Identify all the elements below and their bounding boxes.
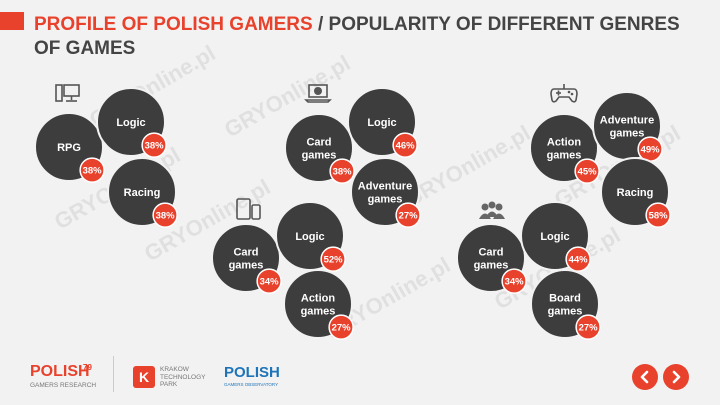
- bubble-label: Card games: [229, 247, 264, 272]
- watermark-text: GRYOnline.pl: [400, 120, 535, 212]
- percent-label: 44%: [569, 255, 589, 266]
- next-slide-button[interactable]: [663, 364, 689, 390]
- bubble-label: Logic: [295, 231, 324, 243]
- percent-badge: [328, 314, 354, 340]
- bubble-label: RPG: [57, 142, 81, 154]
- percent-label: 38%: [83, 166, 103, 177]
- people-icon: [479, 201, 505, 219]
- genre-bubble: Adventure games 27%: [350, 157, 421, 228]
- previous-slide-button[interactable]: [632, 364, 658, 390]
- bubble-group: Card games 34% Logic 52% Action games 27%: [211, 198, 354, 340]
- bubble-label: Card games: [474, 247, 509, 272]
- bubble-group: RPG 38% Logic 38% Racing 38%: [34, 84, 178, 228]
- percent-label: 27%: [332, 323, 352, 334]
- percent-badge: [501, 268, 527, 294]
- krakow-technology-park-logo: K KRAKOW TECHNOLOGY PARK: [133, 364, 218, 392]
- percent-badge: [256, 268, 282, 294]
- genre-bubble: Action games 45%: [529, 113, 600, 184]
- percent-label: 38%: [145, 141, 165, 152]
- percent-label: 27%: [399, 211, 419, 222]
- genre-bubble: Logic 38%: [96, 87, 167, 158]
- logo-polish79-sub: GAMERS RESEARCH: [30, 382, 97, 389]
- genre-bubble: Card games 34%: [456, 223, 527, 294]
- percent-badge: [320, 246, 346, 272]
- bubble-label: Action games: [547, 137, 582, 162]
- bubble-label: Board games: [548, 293, 583, 318]
- genre-bubble: Logic 44%: [520, 201, 591, 272]
- logo-pgo-sub: GAMERS OBSERVATORY: [224, 382, 279, 387]
- chevron-right-icon: [672, 370, 681, 384]
- logo-polish79-main: POLISH: [30, 363, 90, 380]
- bubble-group: Action games 45% Adventure games 49% Racing 58%: [529, 84, 671, 228]
- bubble-group: Card games 34% Logic 44% Board games 27%: [456, 201, 601, 340]
- logo-polish79-sup: 79: [83, 363, 92, 372]
- bubble-label: Adventure games: [600, 115, 654, 140]
- genre-bubble: Action games 27%: [283, 269, 354, 340]
- genre-bubble: Adventure games 49%: [592, 91, 663, 162]
- desktop-computer-icon: [55, 84, 80, 102]
- genre-bubble: Logic 46%: [347, 87, 418, 158]
- percent-badge: [329, 158, 355, 184]
- genre-bubble: Board games 27%: [530, 269, 601, 340]
- bubble-label: Logic: [367, 117, 396, 129]
- bubble-group: Card games 38% Logic 46% Adventure games 27%: [284, 84, 421, 228]
- bubble-label: Racing: [617, 187, 654, 199]
- percent-label: 46%: [396, 141, 416, 152]
- percent-badge: [565, 246, 591, 272]
- percent-label: 45%: [578, 167, 598, 178]
- gamepad-icon: [550, 84, 578, 103]
- genre-bubble: Logic 52%: [275, 201, 346, 272]
- percent-label: 27%: [579, 323, 599, 334]
- percent-badge: [392, 132, 418, 158]
- title-highlight: PROFILE OF POLISH GAMERS: [34, 14, 313, 35]
- polish-gamers-observatory-logo: POLISH GAMERS OBSERVATORY: [224, 364, 280, 392]
- percent-badge: [141, 132, 167, 158]
- percent-badge: [574, 158, 600, 184]
- chevron-left-icon: [640, 370, 649, 384]
- percent-badge: [152, 202, 178, 228]
- genre-bubble: Racing 58%: [600, 157, 671, 228]
- bubble-label: Logic: [540, 231, 569, 243]
- bubble-label: Adventure games: [358, 181, 412, 206]
- percent-badge: [395, 202, 421, 228]
- title-rest: / POPULARITY OF DIFFERENT GENRES OF GAME…: [34, 14, 680, 59]
- polish-gamers-research-logo: POLISH 79 GAMERS RESEARCH: [30, 363, 100, 393]
- genre-bubble: RPG 38%: [34, 112, 105, 183]
- bubble-label: Action games: [301, 293, 336, 318]
- logo-ktp-mark: K: [133, 366, 155, 388]
- bubble-label: Card games: [302, 137, 337, 162]
- footer-divider: [113, 356, 114, 392]
- percent-badge: [645, 202, 671, 228]
- percent-badge: [575, 314, 601, 340]
- bubble-label: Logic: [116, 117, 145, 129]
- tablet-phone-icon: [236, 198, 261, 220]
- percent-badge: [79, 157, 105, 183]
- page-title: PROFILE OF POLISH GAMERS / POPULARITY OF…: [34, 13, 694, 61]
- percent-label: 58%: [649, 211, 669, 222]
- percent-label: 38%: [156, 211, 176, 222]
- percent-label: 52%: [324, 255, 344, 266]
- percent-label: 34%: [260, 277, 280, 288]
- percent-label: 38%: [333, 167, 353, 178]
- genre-bubble: Racing 38%: [107, 157, 178, 228]
- genre-bubble: Card games 34%: [211, 223, 282, 294]
- genre-bubble: Card games 38%: [284, 113, 355, 184]
- logo-ktp-text: KRAKOW TECHNOLOGY PARK: [160, 366, 206, 388]
- percent-label: 49%: [641, 145, 661, 156]
- title-accent-bar: [0, 12, 24, 30]
- laptop-icon: [304, 84, 332, 103]
- percent-label: 34%: [505, 277, 525, 288]
- logo-pgo-main: POLISH: [224, 364, 280, 381]
- bubble-label: Racing: [124, 187, 161, 199]
